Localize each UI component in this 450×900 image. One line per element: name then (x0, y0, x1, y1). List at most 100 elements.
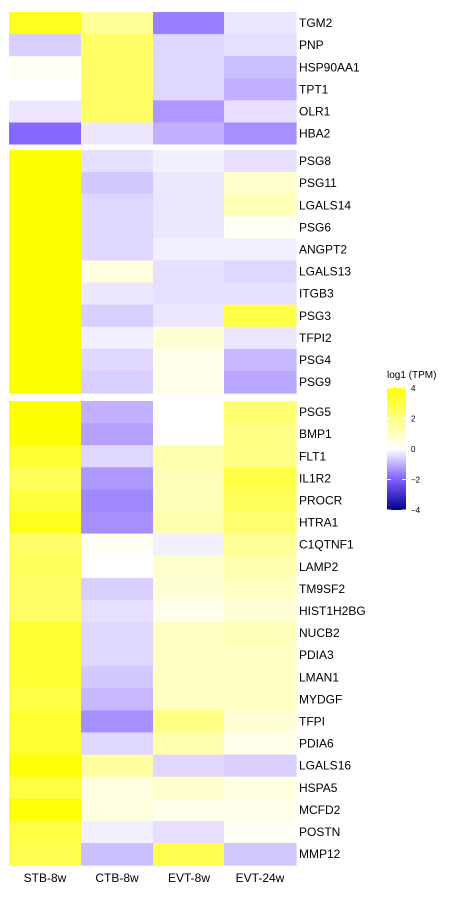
heatmap-cell (153, 688, 226, 711)
heatmap-cell (9, 122, 82, 146)
heatmap-cell (153, 555, 226, 579)
row-label: FLT1 (299, 449, 326, 463)
heatmap-cell (81, 12, 154, 35)
heatmap-cell (9, 371, 82, 394)
heatmap-cell (81, 843, 154, 866)
heatmap-cell (81, 326, 154, 350)
row-label: TGM2 (299, 16, 333, 30)
row-label: PSG4 (299, 353, 331, 367)
heatmap-cell (153, 533, 226, 557)
heatmap-cell (81, 644, 154, 667)
heatmap-cell (9, 555, 82, 579)
heatmap-cell (153, 599, 226, 623)
heatmap-cell (9, 489, 82, 513)
heatmap-cell (9, 577, 82, 601)
heatmap-cell (81, 710, 154, 734)
heatmap-cell (153, 423, 226, 446)
heatmap-cell (153, 467, 226, 490)
heatmap-cell (224, 56, 297, 79)
heatmap-cell (224, 304, 297, 328)
row-label: PDIA6 (299, 737, 334, 751)
heatmap-cell (81, 445, 154, 468)
heatmap-cell (9, 216, 82, 239)
heatmap-cell (81, 216, 154, 239)
heatmap-cell (224, 489, 297, 513)
heatmap-cell (81, 172, 154, 195)
heatmap-cell (81, 150, 154, 173)
heatmap-cell (9, 78, 82, 101)
legend-ticks: 4 2 0 −2 −4 (387, 384, 421, 515)
row-label: PSG6 (299, 220, 331, 234)
column-label: STB-8w (24, 871, 67, 885)
heatmap-cell (153, 150, 226, 173)
row-label: NUCB2 (299, 626, 340, 640)
legend-tick-label: −4 (411, 506, 421, 515)
heatmap-cell (153, 732, 226, 756)
row-label: LGALS16 (299, 759, 351, 773)
heatmap-cell (9, 754, 82, 778)
heatmap-cell (224, 754, 297, 778)
heatmap-cell (81, 820, 154, 844)
heatmap-cell (153, 12, 226, 35)
heatmap-cell (153, 776, 226, 800)
heatmap-cell (81, 666, 154, 689)
row-label: LGALS14 (299, 198, 351, 212)
heatmap-cell (224, 533, 297, 557)
heatmap-cell (81, 401, 154, 424)
legend-tick-label: 4 (411, 384, 416, 393)
color-legend: log1 (TPM) 4 2 0 −2 −4 (387, 370, 436, 515)
heatmap-cell (9, 511, 82, 535)
heatmap-cell (224, 599, 297, 623)
row-label: PSG9 (299, 375, 331, 389)
heatmap-cells (9, 12, 297, 866)
row-label: HBA2 (299, 127, 331, 141)
row-label: TFPI2 (299, 331, 332, 345)
heatmap-cell (153, 78, 226, 101)
row-label: TFPI (299, 714, 325, 728)
heatmap-cell (153, 489, 226, 513)
heatmap-cell (153, 622, 226, 645)
row-label: LMAN1 (299, 670, 339, 684)
row-label: C1QTNF1 (299, 538, 354, 552)
row-label: PSG11 (299, 176, 337, 190)
heatmap-cell (153, 348, 226, 372)
heatmap-cell (81, 467, 154, 490)
legend-tick-label: 0 (411, 445, 416, 454)
heatmap-cell (9, 467, 82, 490)
heatmap-cell (153, 100, 226, 124)
heatmap-cell (9, 666, 82, 689)
heatmap-cell (81, 688, 154, 711)
row-label: PROCR (299, 493, 343, 507)
heatmap-cell (224, 423, 297, 446)
heatmap-cell (224, 666, 297, 689)
row-label: TPT1 (299, 82, 329, 96)
heatmap-cell (9, 688, 82, 711)
heatmap-cell (224, 555, 297, 579)
heatmap-cell (153, 511, 226, 535)
heatmap-cell (153, 260, 226, 284)
heatmap-cell (153, 172, 226, 195)
row-label: ITGB3 (299, 287, 334, 301)
column-label: CTB-8w (95, 871, 139, 885)
row-label: OLR1 (299, 104, 331, 118)
heatmap-cell (224, 282, 297, 306)
heatmap-cell (224, 511, 297, 535)
heatmap-cell (9, 282, 82, 306)
heatmap-cell (9, 732, 82, 756)
legend-title: log1 (TPM) (387, 370, 436, 381)
heatmap-cell (224, 843, 297, 866)
row-label: ANGPT2 (299, 242, 347, 256)
heatmap-cell (224, 467, 297, 490)
row-label: HTRA1 (299, 516, 339, 530)
heatmap-cell (153, 710, 226, 734)
heatmap-cell (153, 326, 226, 350)
heatmap-cell (9, 820, 82, 844)
heatmap-cell (153, 282, 226, 306)
heatmap-cell (81, 622, 154, 645)
row-labels: TGM2 PNP HSP90AA1 TPT1 OLR1 HBA2 PSG8 PSG11 LGAL… (299, 16, 366, 861)
heatmap-cell (224, 688, 297, 711)
row-label: PNP (299, 38, 324, 52)
heatmap-cell (153, 304, 226, 328)
heatmap-cell (224, 445, 297, 468)
heatmap-cell (9, 445, 82, 468)
